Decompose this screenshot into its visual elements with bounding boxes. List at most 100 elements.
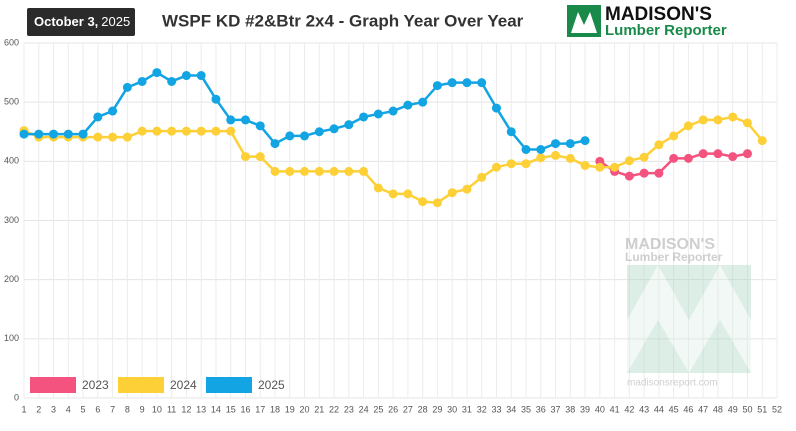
data-point — [137, 76, 147, 86]
data-point — [314, 127, 324, 137]
x-tick-label: 32 — [477, 404, 487, 414]
data-point — [240, 152, 250, 162]
date-badge — [27, 8, 135, 36]
data-point — [713, 149, 723, 159]
y-tick-label: 300 — [4, 215, 19, 225]
data-point — [137, 126, 147, 136]
x-tick-label: 34 — [506, 404, 516, 414]
x-tick-label: 2 — [36, 404, 41, 414]
x-tick-label: 31 — [462, 404, 472, 414]
legend-label: 2023 — [82, 378, 109, 392]
data-point — [167, 76, 177, 86]
x-tick-label: 29 — [432, 404, 442, 414]
x-tick-label: 33 — [491, 404, 501, 414]
logo-name: MADISON'S — [605, 4, 712, 25]
data-point — [285, 166, 295, 176]
x-tick-label: 15 — [226, 404, 236, 414]
data-point — [34, 129, 44, 139]
data-point — [152, 68, 162, 78]
watermark-name: MADISON'S — [625, 236, 715, 253]
data-point — [240, 115, 250, 125]
x-tick-label: 30 — [447, 404, 457, 414]
data-point — [388, 106, 398, 116]
chart-title: WSPF KD #2&Btr 2x4 - Graph Year Over Yea… — [162, 11, 524, 30]
y-tick-label: 500 — [4, 97, 19, 107]
data-point — [654, 140, 664, 150]
data-point — [373, 183, 383, 193]
x-tick-label: 45 — [669, 404, 679, 414]
data-point — [418, 197, 428, 207]
x-tick-label: 42 — [624, 404, 634, 414]
x-tick-label: 16 — [240, 404, 250, 414]
data-point — [181, 126, 191, 136]
data-point — [270, 139, 280, 149]
data-point — [432, 198, 442, 208]
data-point — [477, 172, 487, 182]
data-point — [610, 162, 620, 172]
data-point — [521, 159, 531, 169]
data-point — [536, 153, 546, 163]
data-point — [226, 126, 236, 136]
data-point — [344, 120, 354, 130]
date: October 3, — [34, 14, 98, 29]
x-tick-label: 37 — [551, 404, 561, 414]
x-tick-label: 51 — [757, 404, 767, 414]
x-tick-label: 18 — [270, 404, 280, 414]
y-tick-label: 0 — [14, 392, 19, 402]
data-point — [491, 162, 501, 172]
x-tick-label: 23 — [344, 404, 354, 414]
data-point — [462, 78, 472, 88]
x-tick-label: 20 — [300, 404, 310, 414]
x-tick-label: 14 — [211, 404, 221, 414]
data-point — [388, 189, 398, 199]
x-tick-label: 46 — [683, 404, 693, 414]
y-tick-label: 400 — [4, 156, 19, 166]
data-point — [565, 153, 575, 163]
legend-swatch — [30, 377, 76, 393]
x-tick-label: 22 — [329, 404, 339, 414]
x-tick-label: 11 — [167, 404, 176, 414]
data-point — [122, 82, 132, 92]
date-badge-text: October 3, 2025 — [34, 14, 130, 29]
watermark-box — [627, 265, 751, 373]
x-tick-label: 1 — [21, 404, 26, 414]
legend-label: 2025 — [258, 378, 285, 392]
data-point — [624, 156, 634, 166]
data-point — [78, 129, 88, 139]
data-point — [255, 121, 265, 131]
x-tick-label: 52 — [772, 404, 782, 414]
legend-swatch — [118, 377, 164, 393]
data-point — [300, 131, 310, 141]
data-point — [506, 159, 516, 169]
data-point — [551, 139, 561, 149]
data-point — [654, 168, 664, 178]
data-point — [329, 124, 339, 134]
data-point — [108, 132, 118, 142]
x-tick-label: 21 — [314, 404, 324, 414]
data-point — [226, 115, 236, 125]
data-point — [683, 121, 693, 131]
data-point — [359, 166, 369, 176]
watermark-subtitle: Lumber Reporter — [625, 250, 723, 264]
x-tick-label: 35 — [521, 404, 531, 414]
data-point — [447, 78, 457, 88]
data-point — [698, 149, 708, 159]
x-tick-label: 3 — [51, 404, 56, 414]
watermark-mark — [627, 265, 751, 373]
data-point — [565, 139, 575, 149]
x-tick-label: 41 — [610, 404, 620, 414]
watermark: MADISON'S Lumber Reporter madisonsreport… — [625, 236, 751, 389]
data-point — [683, 153, 693, 163]
logo-mark — [571, 12, 597, 33]
data-point — [624, 171, 634, 181]
x-tick-label: 44 — [654, 404, 664, 414]
legend-swatch — [206, 377, 252, 393]
legend-label: 2024 — [170, 378, 197, 392]
y-tick-label: 600 — [4, 37, 19, 47]
data-point — [270, 166, 280, 176]
data-point — [122, 132, 132, 142]
x-tick-label: 25 — [373, 404, 383, 414]
x-tick-label: 28 — [418, 404, 428, 414]
x-tick-label: 27 — [403, 404, 413, 414]
data-point — [418, 97, 428, 107]
